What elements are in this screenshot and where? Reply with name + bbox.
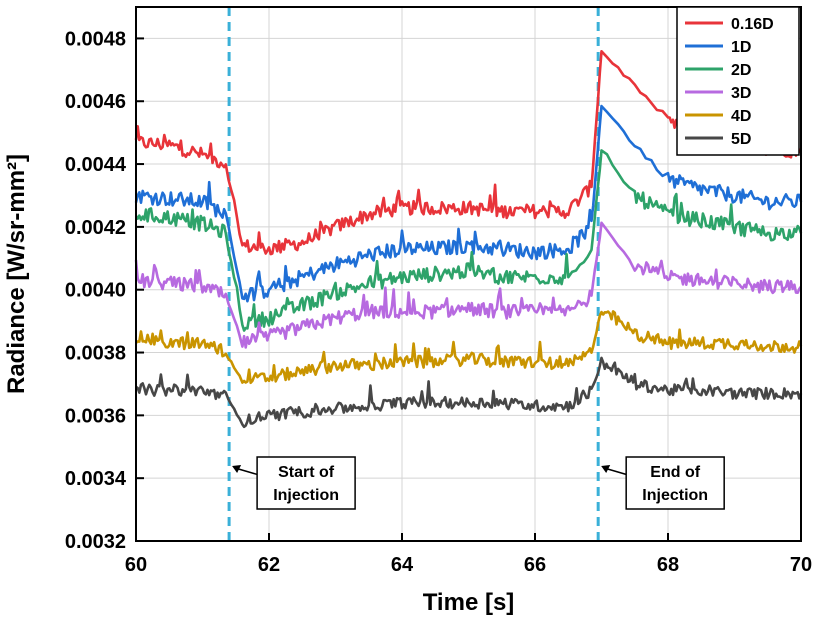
- callout-text-line1: Start of: [278, 464, 335, 481]
- series-layer: [134, 49, 803, 429]
- x-tick-label: 70: [790, 554, 812, 576]
- y-tick-label: 0.0046: [65, 91, 126, 113]
- series-line-5D: [135, 356, 803, 429]
- callout-text-line1: End of: [650, 464, 700, 481]
- legend-box: [676, 6, 800, 156]
- legend-label: 4D: [731, 108, 751, 125]
- y-tick-label: 0.0036: [65, 405, 126, 427]
- series-line-3D: [134, 221, 803, 349]
- callout-box: [625, 456, 725, 510]
- y-tick-label: 0.0034: [65, 468, 127, 490]
- callout-text-line2: Injection: [642, 487, 708, 504]
- legend-label: 0.16D: [731, 16, 774, 33]
- y-tick-label: 0.0038: [65, 343, 126, 365]
- x-tick-label: 66: [524, 554, 546, 576]
- legend: 0.16D 1D 2D 3D 4D 5D: [676, 6, 800, 156]
- x-tick-label: 64: [391, 554, 414, 576]
- y-tick-label: 0.0032: [65, 531, 126, 553]
- x-tick-label: 62: [258, 554, 280, 576]
- legend-label: 2D: [731, 62, 751, 79]
- y-tick-label: 0.0040: [65, 280, 126, 302]
- y-tick-label: 0.0044: [65, 154, 127, 176]
- x-tick-label: 68: [657, 554, 679, 576]
- series-line-4D: [135, 310, 803, 385]
- series-line-2D: [134, 149, 803, 332]
- callout-text-line2: Injection: [273, 487, 339, 504]
- y-tick-label: 0.0042: [65, 217, 126, 239]
- plot-frame: [135, 6, 802, 542]
- annotation-layer: Start of Injection End of Injection: [232, 456, 725, 510]
- callout-arrowhead: [232, 465, 242, 473]
- y-axis-title: Radiance [W/sr-mm²]: [3, 154, 30, 394]
- y-tick-label: 0.0048: [65, 28, 126, 50]
- legend-label: 1D: [731, 39, 751, 56]
- legend-label: 5D: [731, 131, 751, 148]
- legend-label: 3D: [731, 85, 751, 102]
- callout-arrow-line: [603, 467, 629, 476]
- callout-arrowhead: [601, 465, 611, 473]
- tick-layer: 60 62 64 66 68 70 0.0032 0.0034 0.0036 0.0038 0.00…: [65, 28, 812, 576]
- x-axis-title: Time [s]: [423, 589, 515, 616]
- callout-arrow-line: [234, 467, 260, 476]
- callout-box: [256, 456, 356, 510]
- x-tick-label: 60: [125, 554, 147, 576]
- series-line-1D: [134, 104, 803, 303]
